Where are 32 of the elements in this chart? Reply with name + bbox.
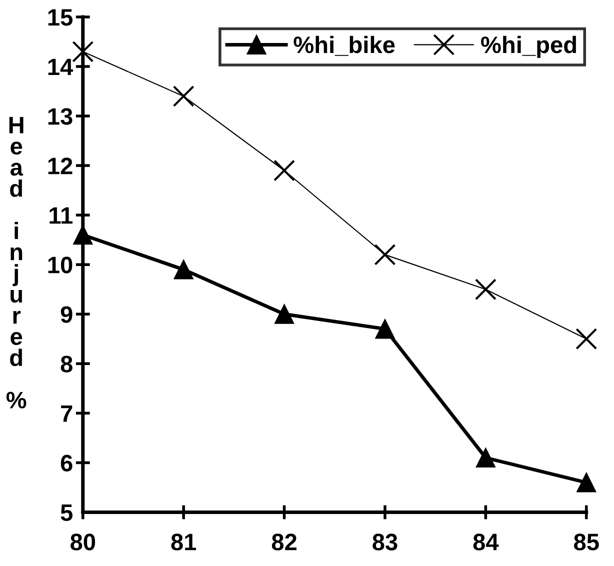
x-tick-label: 81 (171, 534, 196, 550)
y-tick-label: 13 (48, 108, 72, 125)
y-tick-label: 7 (61, 405, 72, 422)
y-tick-label: 11 (50, 207, 73, 224)
x-tick-label: 82 (272, 534, 296, 550)
point (274, 160, 296, 182)
point (374, 244, 396, 266)
point (73, 225, 93, 245)
point (72, 40, 94, 62)
y-tick-label: 5 (60, 504, 73, 522)
point (174, 260, 194, 280)
point (274, 304, 294, 324)
point (576, 472, 596, 492)
y-tick-label: 15 (48, 9, 73, 26)
y-tick-label: 8 (60, 356, 72, 372)
y-tick-label: 9 (60, 306, 72, 323)
text: Head injured % (6, 116, 26, 408)
point (375, 319, 395, 339)
y-tick-label: 12 (48, 158, 72, 174)
point (476, 448, 496, 468)
legend-label: %hi_bike (294, 36, 395, 56)
x-tick-label: 83 (372, 534, 398, 550)
x-tick-label: 85 (574, 534, 599, 550)
x-tick-label: 84 (473, 534, 499, 550)
y-tick-label: 14 (48, 58, 74, 76)
x-tick-label: 80 (70, 534, 96, 550)
legend-label: %hi_ped (481, 36, 576, 58)
y-tick-label: 6 (60, 454, 72, 472)
point (576, 328, 598, 350)
y-tick-label: 10 (48, 256, 72, 274)
point (474, 278, 496, 300)
point (172, 85, 194, 107)
